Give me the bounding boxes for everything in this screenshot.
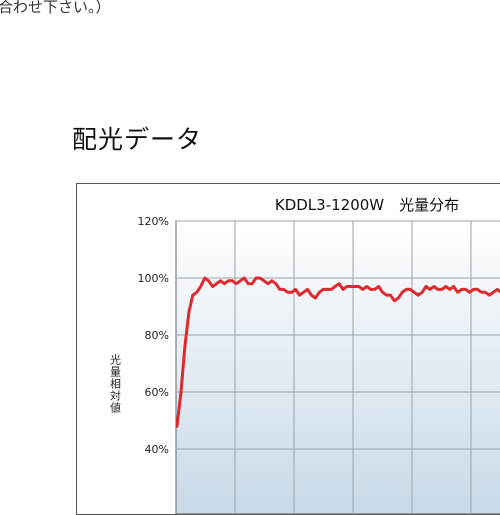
- plot-area: [175, 220, 500, 514]
- chart-title: KDDL3-1200W 光量分布: [275, 196, 459, 214]
- y-tick-label: 100%: [138, 272, 169, 285]
- y-axis-label: 光量相対値: [109, 353, 122, 414]
- y-tick-label: 80%: [145, 329, 169, 342]
- y-tick-label: 60%: [145, 386, 169, 399]
- chart-frame: 120% 100% 80% 60% 40% KDDL3-1200W 光量分布光量相対値: [76, 183, 500, 515]
- y-tick-label: 40%: [145, 443, 169, 456]
- light-distribution-line: [175, 276, 500, 428]
- section-heading: 配光データ: [72, 125, 203, 154]
- y-tick-label: 120%: [138, 215, 169, 228]
- top-note-text: 合わせ下さい。）: [0, 0, 111, 16]
